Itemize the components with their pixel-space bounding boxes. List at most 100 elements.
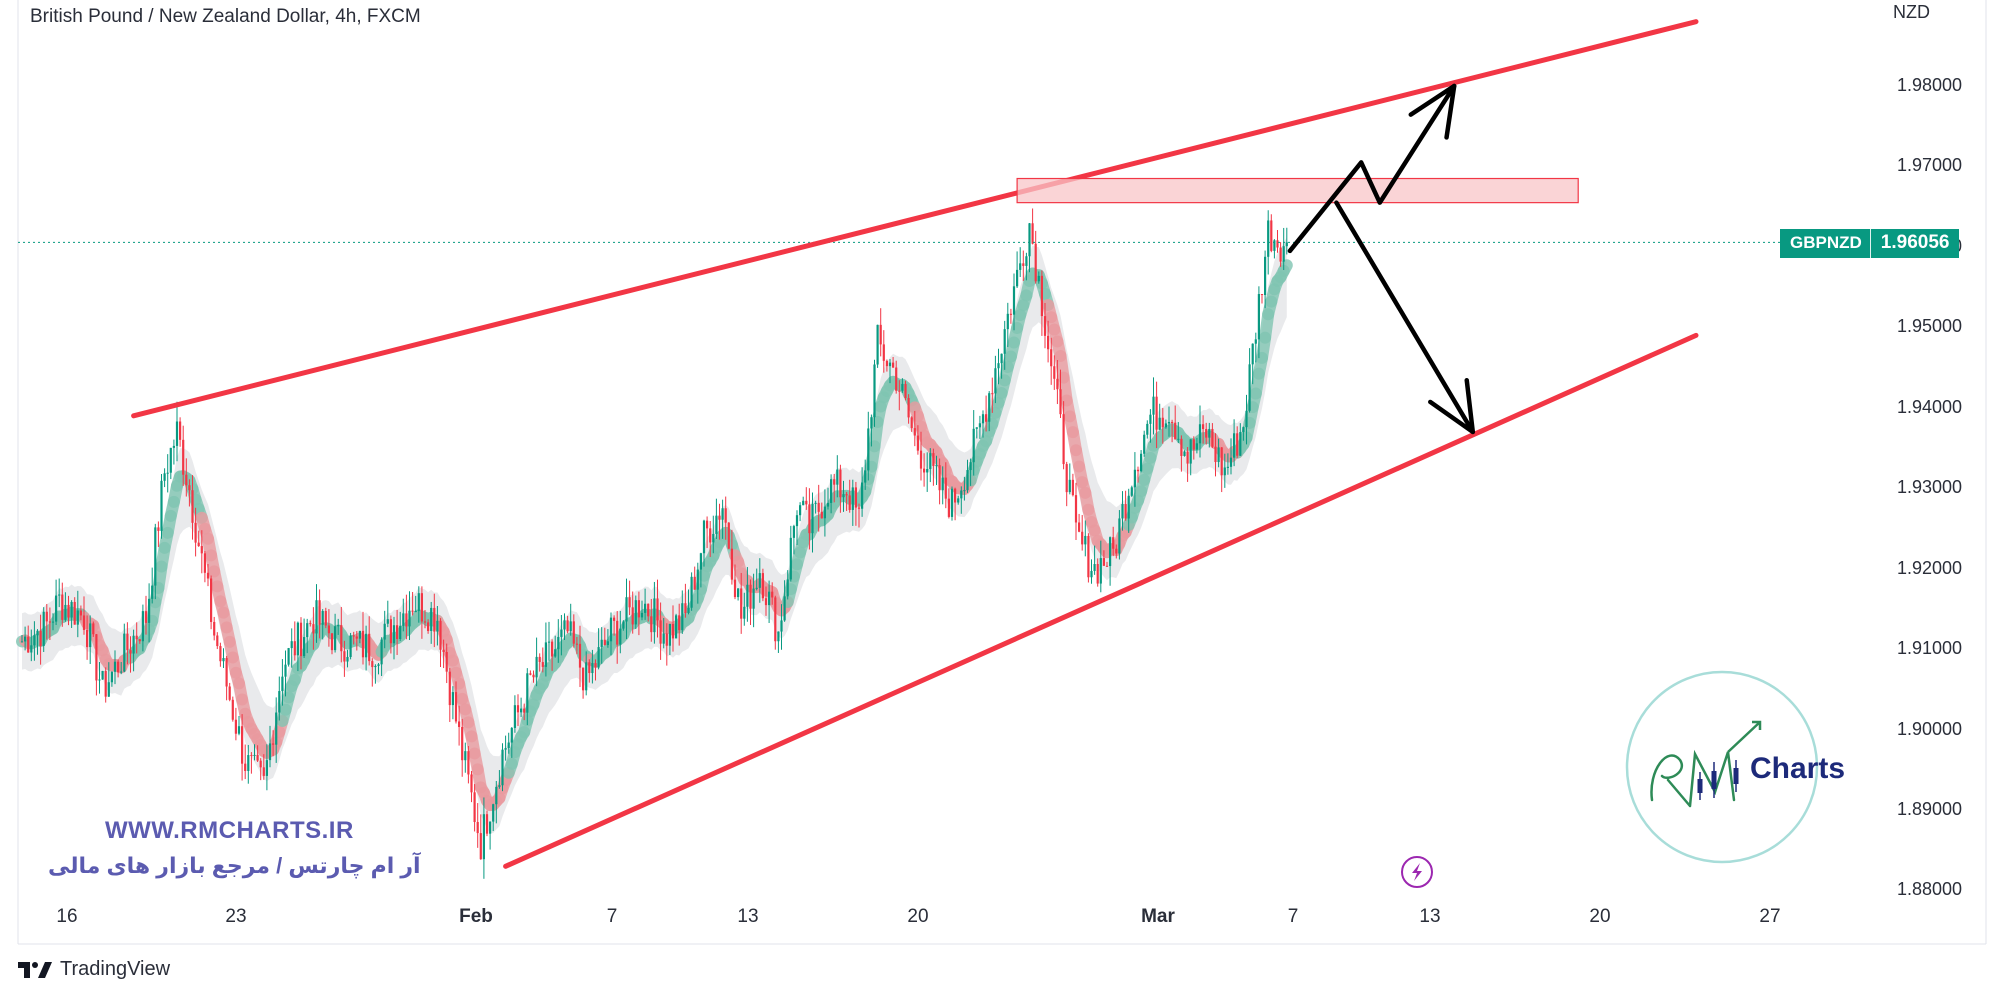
candle-body[interactable] [758, 573, 761, 588]
candle-body[interactable] [408, 610, 411, 627]
candle-body[interactable] [687, 607, 690, 613]
candle-body[interactable] [278, 691, 281, 713]
candle-body[interactable] [1022, 263, 1025, 266]
candle-body[interactable] [563, 620, 566, 630]
candle-body[interactable] [885, 360, 888, 367]
candle-body[interactable] [988, 393, 991, 422]
candle-body[interactable] [160, 480, 163, 531]
candle-body[interactable] [492, 804, 495, 822]
candle-body[interactable] [436, 620, 439, 632]
candle-body[interactable] [312, 624, 315, 634]
candle-body[interactable] [637, 600, 640, 618]
candle-body[interactable] [526, 673, 529, 713]
candle-body[interactable] [560, 629, 563, 637]
candle-body[interactable] [569, 621, 572, 632]
candle-body[interactable] [833, 479, 836, 485]
candle-body[interactable] [275, 712, 278, 745]
candle-body[interactable] [706, 520, 709, 529]
candle-body[interactable] [129, 650, 132, 654]
candle-body[interactable] [135, 635, 138, 640]
candle-body[interactable] [659, 620, 662, 644]
candle-body[interactable] [349, 635, 352, 657]
candle-body[interactable] [919, 450, 923, 469]
candle-body[interactable] [1155, 396, 1158, 430]
candle-body[interactable] [166, 472, 169, 474]
candle-body[interactable] [997, 363, 1000, 369]
candle-body[interactable] [1059, 389, 1062, 415]
candle-body[interactable] [442, 649, 445, 653]
candle-body[interactable] [839, 469, 842, 498]
candle-body[interactable] [628, 597, 631, 608]
candle-body[interactable] [82, 615, 86, 630]
candle-body[interactable] [1000, 353, 1003, 364]
candle-body[interactable] [662, 633, 665, 644]
candle-body[interactable] [473, 792, 476, 823]
candle-body[interactable] [213, 621, 216, 636]
candle-body[interactable] [944, 477, 947, 499]
candle-body[interactable] [1074, 495, 1078, 523]
candle-body[interactable] [284, 664, 287, 677]
candle-body[interactable] [994, 368, 997, 394]
candle-body[interactable] [907, 397, 910, 418]
candle-body[interactable] [1192, 439, 1195, 450]
candle-body[interactable] [1127, 495, 1130, 519]
candle-body[interactable] [510, 727, 513, 743]
candle-body[interactable] [89, 623, 92, 648]
candle-body[interactable] [430, 607, 433, 631]
candle-body[interactable] [1282, 246, 1285, 262]
candle-body[interactable] [374, 665, 377, 668]
candle-body[interactable] [361, 630, 365, 658]
candle-body[interactable] [578, 643, 582, 668]
candle-body[interactable] [820, 511, 823, 519]
candle-body[interactable] [681, 603, 684, 631]
candle-body[interactable] [343, 651, 346, 662]
candle-body[interactable] [256, 754, 259, 761]
candle-body[interactable] [848, 495, 851, 510]
candle-body[interactable] [485, 814, 489, 834]
candle-body[interactable] [163, 473, 166, 481]
candle-body[interactable] [33, 635, 36, 646]
candle-body[interactable] [547, 641, 551, 643]
candle-body[interactable] [1248, 364, 1251, 411]
candle-body[interactable] [699, 553, 702, 570]
candle-body[interactable] [386, 619, 389, 624]
candle-body[interactable] [715, 515, 718, 534]
candle-body[interactable] [1164, 423, 1167, 428]
candle-body[interactable] [368, 633, 371, 662]
candle-body[interactable] [123, 633, 126, 672]
candle-body[interactable] [957, 498, 960, 503]
candle-body[interactable] [675, 615, 678, 639]
candle-body[interactable] [175, 421, 179, 446]
candle-body[interactable] [1276, 240, 1279, 248]
candle-body[interactable] [1195, 443, 1198, 450]
candle-body[interactable] [504, 748, 507, 750]
candle-body[interactable] [306, 623, 309, 638]
candle-body[interactable] [1019, 263, 1022, 270]
candle-body[interactable] [371, 661, 374, 668]
candle-body[interactable] [303, 637, 306, 657]
candle-body[interactable] [777, 631, 780, 642]
candle-body[interactable] [1043, 316, 1047, 336]
candle-body[interactable] [656, 598, 659, 621]
candle-body[interactable] [1267, 220, 1270, 257]
candle-body[interactable] [1174, 422, 1177, 440]
candle-body[interactable] [792, 526, 795, 538]
candle-body[interactable] [132, 635, 135, 654]
candle-body[interactable] [138, 639, 141, 642]
candle-body[interactable] [969, 462, 972, 471]
candle-body[interactable] [538, 656, 541, 663]
candle-body[interactable] [1171, 421, 1174, 423]
candle-body[interactable] [76, 610, 79, 625]
candle-body[interactable] [262, 767, 265, 776]
candle-body[interactable] [861, 482, 864, 509]
candle-body[interactable] [696, 569, 699, 590]
candle-body[interactable] [712, 533, 715, 543]
candle-body[interactable] [392, 625, 396, 644]
candle-body[interactable] [197, 542, 200, 547]
candle-body[interactable] [1226, 466, 1229, 468]
candle-body[interactable] [1223, 467, 1226, 476]
candle-body[interactable] [960, 490, 963, 499]
candle-body[interactable] [597, 647, 600, 668]
candle-body[interactable] [340, 625, 343, 652]
candle-body[interactable] [1053, 366, 1056, 379]
